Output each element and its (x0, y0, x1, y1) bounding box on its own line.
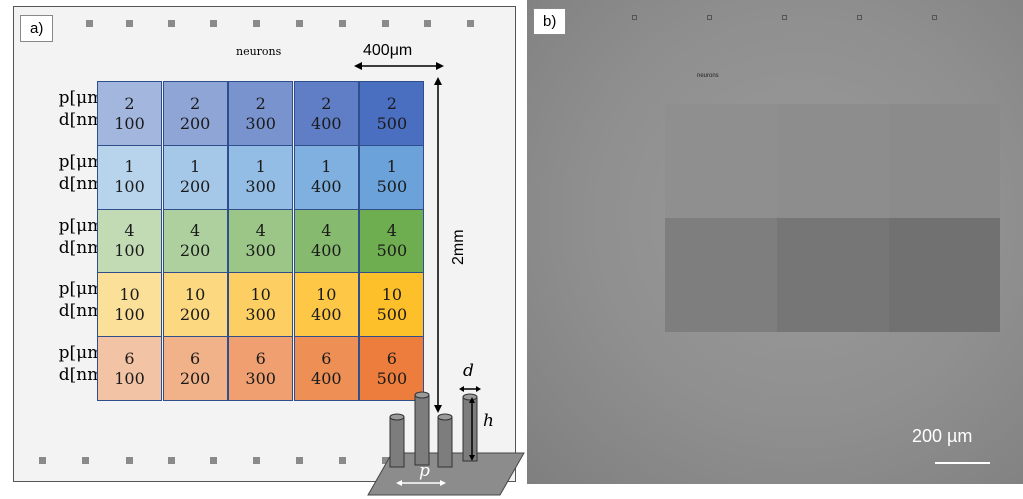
grid-cell: 1 300 (228, 144, 294, 210)
grid-cell: 2 300 (228, 81, 294, 146)
marker-square (39, 457, 46, 464)
pillar-height-label: h (483, 411, 494, 431)
width-dimension-arrow (354, 62, 444, 70)
marker-square (339, 457, 346, 464)
micro-marker (782, 15, 787, 20)
grid-cell: 4 200 (162, 208, 228, 274)
marker-square (424, 20, 431, 27)
micro-marker (857, 15, 862, 20)
marker-square (382, 457, 389, 464)
grid-cell: 1 100 (97, 144, 162, 210)
grid-cell: 6 200 (162, 336, 228, 402)
pattern-tile (889, 104, 1000, 218)
grid-cell: 10 300 (228, 272, 294, 338)
neurons-label: neurons (236, 45, 282, 58)
pattern-tile (777, 104, 889, 218)
panel-a-label: a) (20, 15, 54, 42)
panel-a: a) neurons 400μm 2mm p[μm] d[nm] p[μm] d[nm… (13, 6, 516, 482)
marker-square (210, 20, 217, 27)
grid-cell: 2 100 (97, 81, 162, 146)
pillar-diagram (367, 386, 525, 496)
grid-cell: 1 500 (359, 144, 425, 210)
grid-cell: 2 400 (293, 81, 359, 146)
scale-bar (935, 462, 990, 464)
marker-square (210, 457, 217, 464)
grid-cell: 1 400 (293, 144, 359, 210)
grid-cell: 10 200 (162, 272, 228, 338)
micro-marker (932, 15, 937, 20)
marker-square (126, 20, 133, 27)
marker-square (253, 20, 260, 27)
marker-square (253, 457, 260, 464)
grid-cell: 6 500 (359, 336, 425, 402)
panel-b-micrograph: neurons b) 200 µm (527, 0, 1023, 484)
grid-cell: 4 500 (359, 208, 425, 274)
grid-cell: 10 100 (97, 272, 162, 338)
grid-cell: 6 100 (97, 336, 162, 402)
grid-cell: 2 200 (162, 81, 228, 146)
micro-marker (632, 15, 637, 20)
grid-cell: 10 400 (293, 272, 359, 338)
height-dimension-arrow (434, 77, 442, 413)
marker-square (168, 457, 175, 464)
grid-cell: 4 400 (293, 208, 359, 274)
marker-square (382, 20, 389, 27)
panel-b-label: b) (533, 8, 567, 35)
micrograph-neurons-label: neurons (697, 73, 719, 79)
marker-square (467, 20, 474, 27)
marker-square (82, 457, 89, 464)
pillar-pitch-label: p (419, 461, 430, 481)
grid-cell: 6 400 (293, 336, 359, 402)
height-dimension-label: 2mm (450, 229, 467, 265)
micro-marker (707, 15, 712, 20)
grid-cell: 1 200 (162, 144, 228, 210)
marker-square (126, 457, 133, 464)
grid-cell: 4 100 (97, 208, 162, 274)
grid-cell: 6 300 (228, 336, 294, 402)
width-dimension-label: 400μm (363, 42, 413, 59)
pattern-tile (777, 218, 889, 332)
marker-square (86, 20, 93, 27)
marker-square (339, 20, 346, 27)
grid-cell: 4 300 (228, 208, 294, 274)
marker-square (296, 20, 303, 27)
pattern-tile (889, 218, 1000, 332)
pillar-diameter-label: d (463, 361, 474, 381)
scale-bar-label: 200 µm (912, 426, 973, 446)
marker-square (168, 20, 175, 27)
grid-cell: 10 500 (359, 272, 425, 338)
marker-square (296, 457, 303, 464)
grid-cell: 2 500 (359, 81, 425, 146)
pattern-tile (665, 218, 777, 332)
pattern-tile (665, 104, 777, 218)
